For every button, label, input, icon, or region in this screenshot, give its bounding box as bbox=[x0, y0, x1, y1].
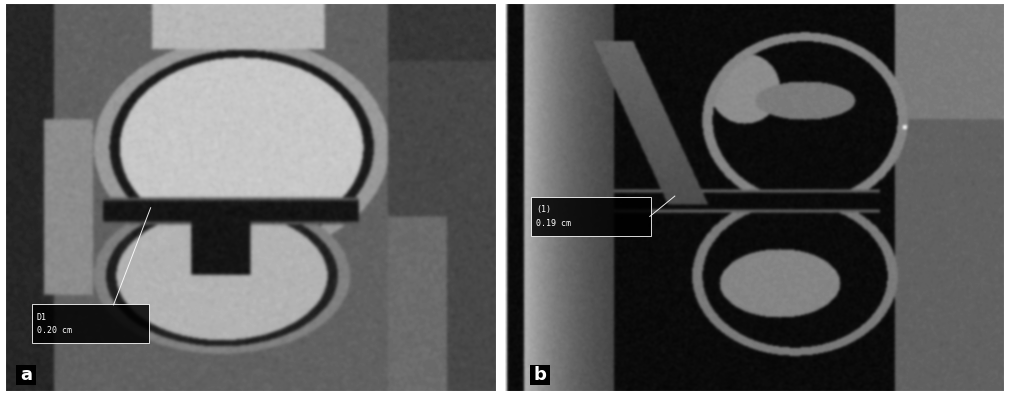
FancyBboxPatch shape bbox=[530, 365, 550, 385]
FancyBboxPatch shape bbox=[16, 365, 36, 385]
Text: D1: D1 bbox=[36, 313, 46, 322]
Text: a: a bbox=[20, 366, 32, 384]
Text: 0.20 cm: 0.20 cm bbox=[36, 326, 72, 335]
Text: (1): (1) bbox=[536, 205, 551, 214]
FancyBboxPatch shape bbox=[531, 197, 650, 236]
Text: b: b bbox=[533, 366, 546, 384]
Text: 0.19 cm: 0.19 cm bbox=[536, 219, 571, 228]
FancyBboxPatch shape bbox=[31, 304, 149, 343]
